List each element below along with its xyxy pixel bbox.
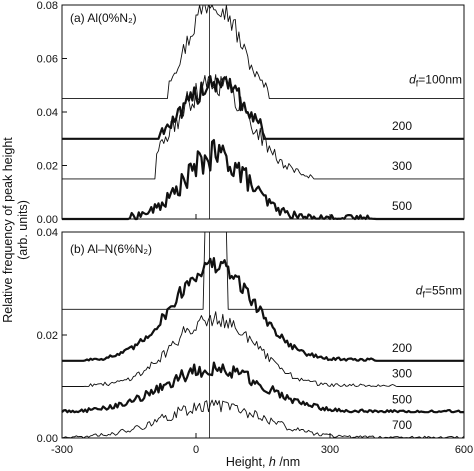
y-axis-title: Relative frequency of peak height (arb. … xyxy=(1,137,30,323)
y-tick-label: 0.06 xyxy=(37,54,58,66)
y-tick-label: 0.04 xyxy=(37,227,58,239)
series-line xyxy=(62,257,464,362)
x-tick-label: 0 xyxy=(193,444,199,456)
panel-b: (b) Al–N(6%N₂) 0.000.020.04 -300 0 300 600 … xyxy=(37,227,474,456)
series-label: 500 xyxy=(392,199,412,213)
panel-b-frame xyxy=(61,231,465,439)
series-label: 200 xyxy=(392,119,412,133)
series-label: 300 xyxy=(392,367,412,381)
series-label: 200 xyxy=(392,341,412,355)
series-label: 300 xyxy=(392,159,412,173)
y-tick-label: 0.02 xyxy=(37,161,58,173)
y-tick-label: 0.02 xyxy=(37,330,58,342)
series-line xyxy=(61,361,464,414)
panel-a: (a) Al(0%N₂) 0.00 0.02 0.04 0.06 0.08 df=100… xyxy=(37,0,465,226)
series-line xyxy=(61,399,465,439)
x-tick-label: 600 xyxy=(455,444,473,456)
x-tick-label: -300 xyxy=(51,444,73,456)
panel-b-label: (b) Al–N(6%N₂) xyxy=(70,242,152,256)
series-line xyxy=(62,75,464,140)
series-label: df=55nm xyxy=(416,283,462,299)
x-tick-label: 300 xyxy=(321,444,339,456)
panel-a-label: (a) Al(0%N₂) xyxy=(70,11,137,25)
y-axis-title-line1: Relative frequency of peak height xyxy=(1,137,15,323)
x-axis-title: Height, h /nm xyxy=(226,455,300,469)
series-line xyxy=(62,231,464,310)
panel-a-frame xyxy=(61,4,465,220)
series-line xyxy=(62,139,464,221)
series-label: 700 xyxy=(392,418,412,432)
series-line xyxy=(62,4,464,100)
y-tick-label: 0.04 xyxy=(37,107,58,119)
y-tick-label: 0.00 xyxy=(37,214,58,226)
series-label: 500 xyxy=(392,392,412,406)
y-tick-label: 0.08 xyxy=(37,0,58,12)
y-axis-title-line2: (arb. units) xyxy=(16,200,30,260)
series-line xyxy=(62,311,464,387)
y-tick-label: 0.00 xyxy=(37,433,58,445)
series-line xyxy=(62,74,464,180)
series-label: df=100nm xyxy=(409,73,462,89)
